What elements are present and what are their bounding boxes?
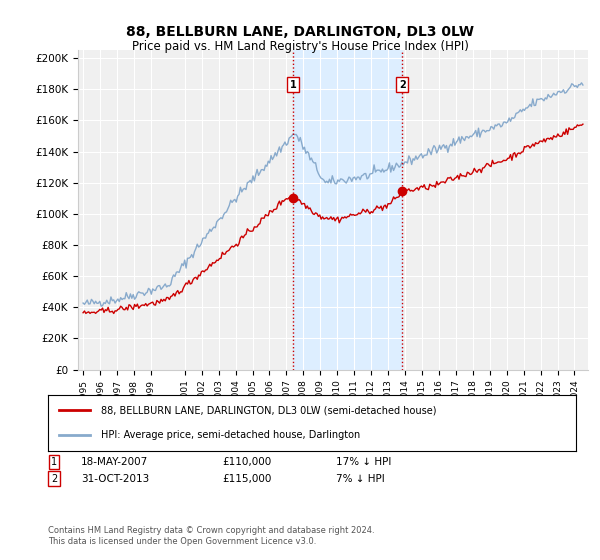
Text: 88, BELLBURN LANE, DARLINGTON, DL3 0LW (semi-detached house): 88, BELLBURN LANE, DARLINGTON, DL3 0LW (…	[101, 405, 436, 416]
Text: 18-MAY-2007: 18-MAY-2007	[81, 457, 148, 467]
Text: 2: 2	[51, 474, 57, 484]
Text: 1: 1	[289, 80, 296, 90]
Text: 88, BELLBURN LANE, DARLINGTON, DL3 0LW: 88, BELLBURN LANE, DARLINGTON, DL3 0LW	[126, 25, 474, 39]
Text: HPI: Average price, semi-detached house, Darlington: HPI: Average price, semi-detached house,…	[101, 430, 360, 440]
Text: £110,000: £110,000	[222, 457, 271, 467]
Text: 2: 2	[399, 80, 406, 90]
Bar	[293, 50, 402, 370]
Text: 17% ↓ HPI: 17% ↓ HPI	[336, 457, 391, 467]
Text: Contains HM Land Registry data © Crown copyright and database right 2024.
This d: Contains HM Land Registry data © Crown c…	[48, 526, 374, 546]
Text: 31-OCT-2013: 31-OCT-2013	[81, 474, 149, 484]
Text: 7% ↓ HPI: 7% ↓ HPI	[336, 474, 385, 484]
Text: £115,000: £115,000	[222, 474, 271, 484]
Text: 1: 1	[51, 457, 57, 467]
Text: Price paid vs. HM Land Registry's House Price Index (HPI): Price paid vs. HM Land Registry's House …	[131, 40, 469, 53]
